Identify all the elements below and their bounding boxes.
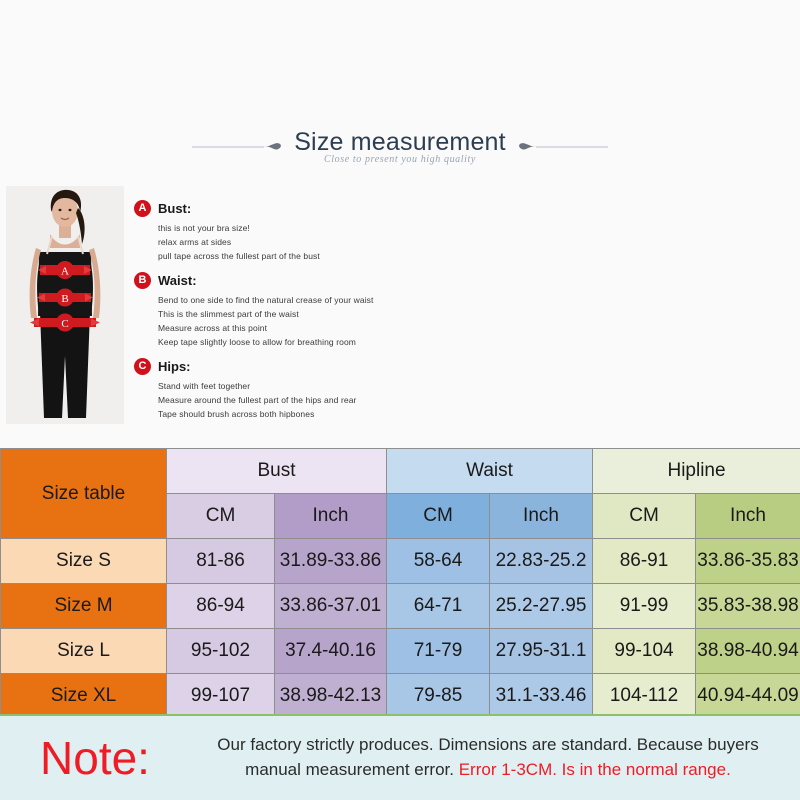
instruction-line: Bend to one side to find the natural cre… <box>158 295 374 306</box>
table-cell-bust-cm: 95-102 <box>166 628 275 674</box>
table-unit-waist-inch: Inch <box>488 493 594 539</box>
table-cell-hip-inch: 35.83-38.98 <box>695 583 800 629</box>
badge-b-icon: B <box>134 272 151 290</box>
instruction-line: This is the slimmest part of the waist <box>158 309 299 320</box>
table-cell-bust-cm: 99-107 <box>166 673 275 719</box>
table-cell-bust-inch: 31.89-33.86 <box>274 538 387 584</box>
swirl-flourish-right-icon <box>518 142 608 149</box>
swirl-flourish-left-icon <box>192 142 282 149</box>
table-cell-waist-inch: 27.95-31.1 <box>488 628 594 674</box>
instruction-title-waist: Waist: <box>158 273 197 289</box>
instruction-group-waist: B Waist: Bend to one side to find the na… <box>134 272 554 349</box>
instruction-title-hips: Hips: <box>158 359 191 375</box>
note-body: Our factory strictly produces. Dimension… <box>190 733 800 782</box>
table-unit-bust-inch: Inch <box>274 493 387 539</box>
table-group-hipline: Hipline <box>592 448 800 494</box>
instruction-title-bust: Bust: <box>158 201 192 216</box>
table-cell-hip-inch: 38.98-40.94 <box>695 628 800 674</box>
instruction-line: Tape should brush across both hipbones <box>158 408 315 419</box>
model-figure-image: A B C <box>6 186 124 424</box>
badge-a-icon: A <box>134 200 151 217</box>
table-unit-bust-cm: CM <box>166 493 275 539</box>
note-line-1: Our factory strictly produces. Dimension… <box>217 735 759 755</box>
table-cell-waist-inch: 25.2-27.95 <box>488 583 594 629</box>
table-corner-label: Size table <box>0 448 167 539</box>
table-cell-bust-cm: 81-86 <box>166 538 275 584</box>
table-cell-bust-cm: 86-94 <box>166 583 275 629</box>
table-cell-hip-inch: 40.94-44.09 <box>695 673 800 719</box>
instruction-line: pull tape across the fullest part of the… <box>158 250 320 261</box>
table-cell-hip-cm: 86-91 <box>592 538 697 584</box>
table-group-waist: Waist <box>385 448 594 494</box>
svg-text:B: B <box>61 293 68 305</box>
svg-text:A: A <box>61 266 69 278</box>
table-cell-size: Size S <box>0 538 167 584</box>
table-unit-hip-cm: CM <box>592 493 697 539</box>
table-unit-waist-cm: CM <box>386 493 490 539</box>
table-group-bust: Bust <box>166 448 387 494</box>
table-row: Size L 95-102 37.4-40.16 71-79 27.95-31.… <box>0 628 800 674</box>
instruction-group-hips: C Hips: Stand with feet together Measure… <box>134 358 554 421</box>
instruction-group-bust: A Bust: this is not your bra size! relax… <box>134 200 554 263</box>
model-illustration: A B C <box>6 186 124 424</box>
note-section: Note: Our factory strictly produces. Dim… <box>0 714 800 800</box>
table-row: Size M 86-94 33.86-37.01 64-71 25.2-27.9… <box>0 583 800 629</box>
note-label: Note: <box>40 732 150 784</box>
table-cell-hip-cm: 104-112 <box>592 673 697 719</box>
instruction-line: this is not your bra size! <box>158 223 250 233</box>
band-c-icon: C <box>30 313 100 332</box>
table-cell-size: Size L <box>0 628 167 674</box>
measurement-instructions: A Bust: this is not your bra size! relax… <box>134 200 554 431</box>
table-cell-waist-cm: 64-71 <box>386 583 490 629</box>
table-cell-hip-cm: 99-104 <box>592 628 697 674</box>
table-header-unit-row: CM Inch CM Inch CM Inch <box>1 493 800 539</box>
note-line-2-black: manual measurement error. <box>245 760 454 779</box>
table-cell-bust-inch: 33.86-37.01 <box>274 583 387 629</box>
instruction-line: Measure across at this point <box>158 322 268 333</box>
note-line-2: manual measurement error. Error 1-3CM. I… <box>190 758 786 783</box>
table-cell-waist-cm: 79-85 <box>386 673 490 719</box>
page-subtitle: Close to present you high quality <box>324 154 476 165</box>
table-row: Size XL 99-107 38.98-42.13 79-85 31.1-33… <box>0 673 800 719</box>
table-cell-bust-inch: 37.4-40.16 <box>274 628 387 674</box>
note-line-2-red: Error 1-3CM. Is in the normal range. <box>458 760 731 779</box>
table-header-group-row: Size table Bust Waist Hipline <box>0 448 800 539</box>
size-table: Size table Bust Waist Hipline CM Inch CM… <box>0 448 800 719</box>
table-cell-waist-inch: 22.83-25.2 <box>488 538 594 584</box>
table-row: Size S 81-86 31.89-33.86 58-64 22.83-25.… <box>0 538 800 584</box>
page-title: Size measurement <box>294 128 506 156</box>
table-cell-hip-cm: 91-99 <box>592 583 697 629</box>
instruction-line: Stand with feet together <box>158 381 251 392</box>
table-cell-waist-cm: 71-79 <box>386 628 490 674</box>
band-b-icon: B <box>37 288 93 307</box>
instruction-line: Measure around the fullest part of the h… <box>158 395 357 406</box>
svg-text:C: C <box>61 318 68 330</box>
measurement-guide-section: Size measurement Close to present you hi… <box>0 128 800 431</box>
table-cell-bust-inch: 38.98-42.13 <box>274 673 387 719</box>
badge-c-icon: C <box>134 358 151 376</box>
table-cell-waist-cm: 58-64 <box>386 538 490 584</box>
band-a-icon: A <box>38 261 92 279</box>
instruction-line: Keep tape slightly loose to allow for br… <box>158 336 356 347</box>
table-cell-size: Size XL <box>0 673 167 719</box>
table-cell-waist-inch: 31.1-33.46 <box>488 673 594 719</box>
header-title-block: Size measurement Close to present you hi… <box>0 128 800 184</box>
table-cell-hip-inch: 33.86-35.83 <box>695 538 800 584</box>
table-unit-hip-inch: Inch <box>695 493 800 539</box>
instruction-line: relax arms at sides <box>158 236 232 247</box>
table-cell-size: Size M <box>0 583 167 629</box>
